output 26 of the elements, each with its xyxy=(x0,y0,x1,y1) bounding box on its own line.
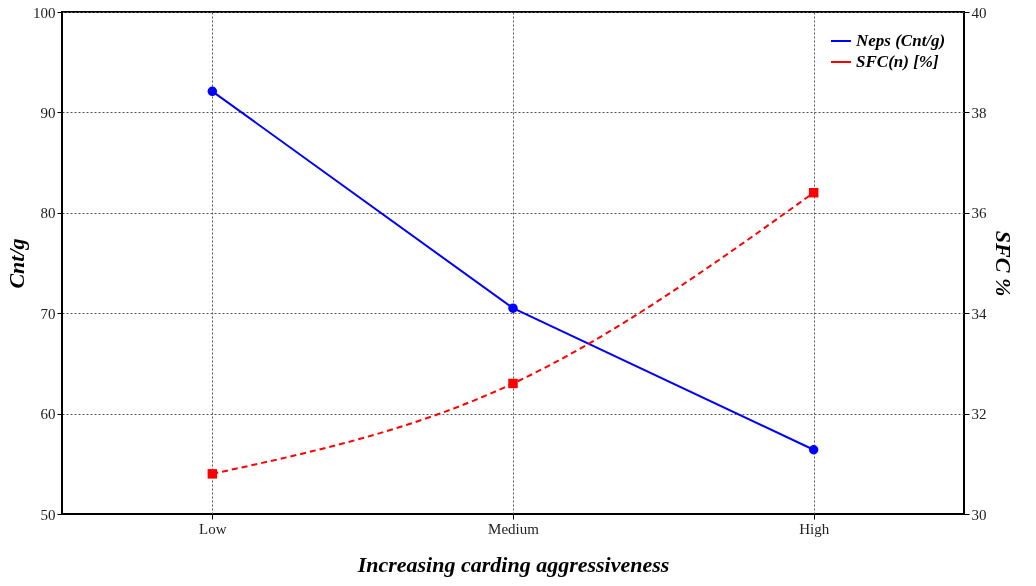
legend-label: SFC(n) [%] xyxy=(856,52,939,71)
y2-tick-label: 32 xyxy=(971,406,987,423)
y2-tick-label: 30 xyxy=(971,506,987,523)
y-tick-label: 80 xyxy=(40,205,56,222)
x-tick-label: High xyxy=(799,520,830,537)
y2-tick-label: 34 xyxy=(971,305,987,322)
point xyxy=(207,469,218,479)
x-axis-title: Increasing carding aggressiveness xyxy=(356,551,670,577)
x-tick-label: Medium xyxy=(488,520,540,537)
point xyxy=(508,303,518,313)
y-tick-label: 60 xyxy=(40,406,56,423)
point xyxy=(808,187,819,198)
y2-tick-label: 36 xyxy=(971,205,987,222)
x-tick-label: Low xyxy=(199,520,227,537)
y-tick-label: 70 xyxy=(40,305,56,322)
y-tick-label: 50 xyxy=(40,506,56,523)
point xyxy=(508,378,518,389)
legend-label: Neps (Cnt/g) xyxy=(855,31,946,50)
y-tick-label: 100 xyxy=(33,4,56,21)
point xyxy=(207,86,218,97)
y-axis-title: Cnt/g xyxy=(4,238,29,289)
y2-tick-label: 38 xyxy=(971,104,987,121)
y2-tick-label: 40 xyxy=(971,4,987,21)
point xyxy=(808,445,819,455)
y2-axis-title: SFC % xyxy=(990,230,1016,297)
y-tick-label: 90 xyxy=(40,104,56,121)
